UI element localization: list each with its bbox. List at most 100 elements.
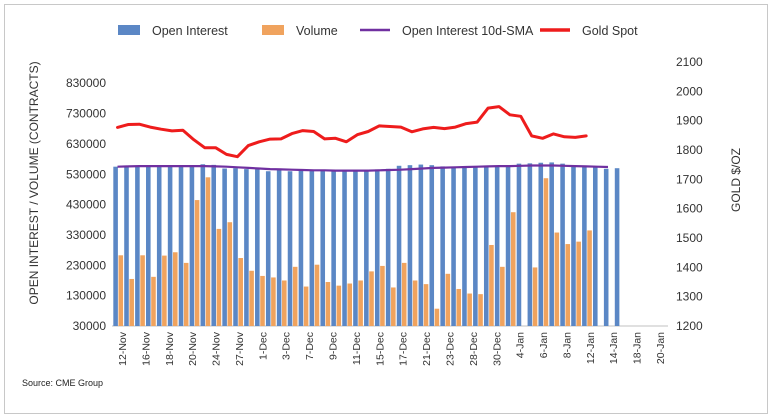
volume-bar <box>118 255 124 326</box>
x-axis-ticks: 12-Nov 16-Nov 18-Nov 20-Nov 24-Nov 27-Nov 1-De… <box>117 331 667 366</box>
y2-tick-label: 1600 <box>676 202 703 216</box>
open-interest-bar <box>233 168 238 326</box>
open-interest-bar <box>146 166 151 326</box>
volume-bar <box>140 255 145 326</box>
legend-swatch <box>262 25 284 35</box>
y-tick-label: 130000 <box>66 289 106 303</box>
series-lines <box>116 105 609 172</box>
open-interest-bar <box>222 168 227 326</box>
y2-tick-label: 2000 <box>676 84 703 98</box>
x-tick-label: 4-Jan <box>515 332 527 358</box>
x-tick-label: 20-Jan <box>655 332 667 364</box>
volume-bar <box>532 267 538 326</box>
open-interest-bar <box>156 165 162 326</box>
open-interest-bar <box>592 167 598 326</box>
y2-tick-label: 1500 <box>676 231 703 245</box>
volume-bar <box>554 232 560 326</box>
volume-bar <box>336 285 342 326</box>
volume-bar <box>292 266 298 326</box>
y2-tick-label: 1400 <box>676 260 703 274</box>
volume-bar <box>172 252 178 326</box>
volume-bar <box>576 241 581 326</box>
volume-bar <box>194 200 200 326</box>
x-tick-label: 18-Nov <box>164 331 176 366</box>
volume-bar <box>314 264 320 326</box>
open-interest-bar <box>244 169 249 326</box>
y-tick-label: 30000 <box>73 319 107 333</box>
x-tick-label: 23-Dec <box>445 332 457 366</box>
open-interest-bar <box>407 165 413 326</box>
y2-tick-label: 1700 <box>676 172 703 186</box>
open-interest-bar <box>135 166 140 326</box>
open-interest-bar <box>320 170 326 326</box>
volume-bar <box>500 266 505 326</box>
y-tick-label: 830000 <box>66 76 106 90</box>
open-interest-bar <box>505 166 511 326</box>
legend-label: Open Interest <box>152 24 228 38</box>
volume-bar <box>401 262 407 326</box>
open-interest-bar <box>331 170 336 326</box>
y2-tick-label: 1300 <box>676 290 703 304</box>
open-interest-bar <box>255 169 260 326</box>
volume-bar <box>249 270 254 326</box>
volume-bar <box>183 262 189 326</box>
open-interest-bars <box>113 162 620 326</box>
volume-bar <box>510 212 516 326</box>
x-tick-label: 28-Dec <box>468 332 480 366</box>
open-interest-bar <box>211 164 217 326</box>
volume-bar <box>282 280 287 326</box>
open-interest-bar <box>582 166 587 326</box>
open-interest-bar <box>113 166 118 326</box>
volume-bar <box>358 280 363 326</box>
open-interest-bar <box>167 165 173 326</box>
volume-bar <box>162 255 167 326</box>
x-tick-label: 12-Jan <box>585 332 597 364</box>
volume-bar <box>129 278 134 326</box>
volume-bar <box>238 258 243 326</box>
y-tick-label: 730000 <box>66 107 106 121</box>
x-tick-label: 27-Nov <box>234 331 246 366</box>
x-tick-label: 8-Jan <box>561 332 573 358</box>
open-interest-sma-line <box>117 164 609 172</box>
open-interest-bar <box>429 165 435 326</box>
x-tick-label: 3-Dec <box>281 332 293 360</box>
y-axis-label: OPEN INTEREST / VOLUME (CONTRACTS) <box>27 61 41 304</box>
volume-bar <box>445 273 451 326</box>
open-interest-bar <box>265 171 271 326</box>
volume-bar <box>380 265 385 326</box>
volume-bar <box>467 293 472 326</box>
x-tick-label: 15-Dec <box>374 332 386 366</box>
open-interest-bar <box>494 166 500 326</box>
volume-bar <box>434 308 440 326</box>
legend-swatch <box>118 25 140 35</box>
volume-bar <box>151 276 156 326</box>
volume-bar <box>456 288 462 326</box>
x-tick-label: 11-Dec <box>351 332 363 365</box>
open-interest-bar <box>527 163 533 326</box>
volume-bar <box>227 222 233 326</box>
open-interest-bar <box>189 166 195 326</box>
legend: Open Interest Volume Open Interest 10d-SMA… <box>118 24 638 38</box>
open-interest-bar <box>276 170 282 326</box>
x-tick-label: 6-Jan <box>538 332 550 358</box>
open-interest-bar <box>538 162 544 326</box>
volume-bar <box>489 244 494 326</box>
volume-bar <box>478 294 483 326</box>
x-tick-label: 14-Jan <box>608 332 620 364</box>
y2-tick-label: 1800 <box>676 143 703 157</box>
open-interest-bar <box>124 165 129 326</box>
x-tick-label: 30-Dec <box>491 332 503 366</box>
x-tick-label: 9-Dec <box>328 332 340 360</box>
open-interest-bar <box>473 166 478 326</box>
open-interest-bar <box>200 164 206 326</box>
open-interest-bar <box>571 166 576 326</box>
x-tick-label: 24-Nov <box>211 331 223 366</box>
y2-tick-label: 1200 <box>676 319 703 333</box>
open-interest-bar <box>614 168 620 326</box>
open-interest-bar <box>396 165 402 326</box>
volume-bar <box>543 178 549 326</box>
open-interest-bar <box>309 170 315 326</box>
y-tick-label: 230000 <box>66 258 106 272</box>
open-interest-bar <box>549 162 554 326</box>
volume-bars <box>118 177 592 326</box>
